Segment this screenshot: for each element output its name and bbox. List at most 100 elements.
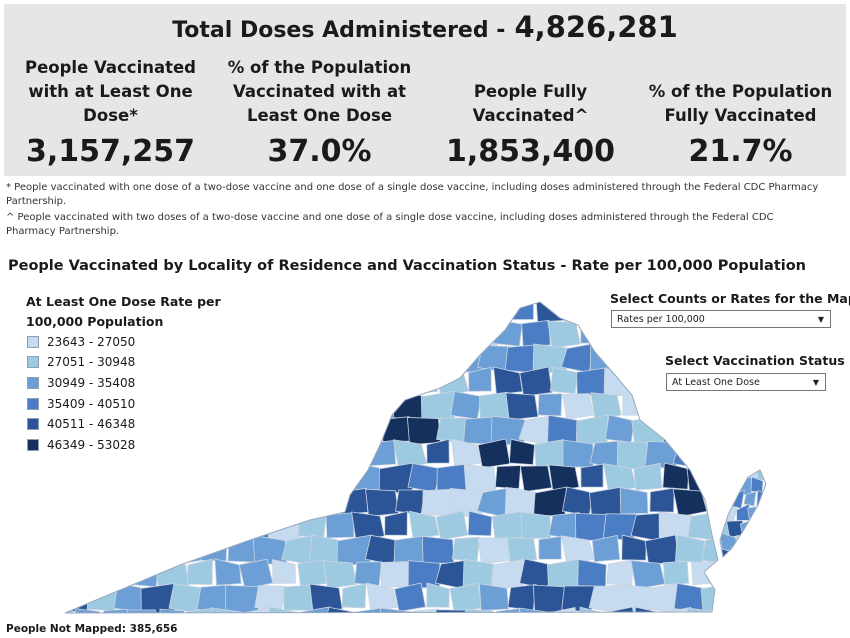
locality-region: [238, 414, 274, 446]
locality-region: [266, 513, 302, 542]
locality-region: [720, 470, 733, 482]
locality-region: [630, 368, 666, 398]
locality-region: [720, 503, 721, 520]
locality-region: [127, 510, 161, 541]
vaccination-status-dropdown[interactable]: At Least One Dose ▼: [666, 373, 826, 391]
locality-region: [253, 440, 287, 469]
locality-region: [463, 464, 497, 493]
legend-swatch: [27, 418, 39, 430]
locality-region: [703, 390, 718, 419]
locality-region: [435, 318, 469, 349]
locality-region: [533, 439, 567, 469]
locality-region: [423, 344, 453, 371]
locality-region: [562, 439, 594, 468]
locality-region: [183, 366, 217, 397]
locality-region: [396, 343, 424, 370]
locality-region: [145, 537, 171, 561]
locality-region: [630, 560, 666, 590]
locality-region: [692, 415, 716, 440]
counts-rates-dropdown[interactable]: Rates per 100,000 ▼: [611, 310, 831, 328]
locality-region: [519, 558, 553, 589]
kpi-label: % of the Population Fully Vaccinated: [648, 82, 833, 125]
locality-region: [364, 534, 400, 566]
locality-region: [257, 342, 283, 369]
locality-region: [241, 321, 271, 347]
locality-region: [714, 560, 718, 590]
locality-region: [392, 302, 428, 326]
locality-region: [229, 486, 255, 513]
locality-region: [322, 606, 358, 613]
locality-region: [154, 510, 190, 542]
locality-region: [449, 487, 483, 517]
locality-region: [74, 510, 102, 538]
locality-region: [690, 561, 718, 586]
locality-region: [266, 367, 302, 398]
people-not-mapped: People Not Mapped: 385,656: [6, 623, 178, 635]
locality-region: [65, 561, 78, 590]
locality-region: [383, 368, 409, 393]
locality-region: [451, 536, 481, 563]
locality-region: [394, 582, 426, 612]
locality-region: [270, 414, 298, 442]
locality-region: [606, 559, 634, 586]
locality-region: [576, 367, 608, 396]
locality-region: [99, 559, 133, 589]
locality-region: [618, 342, 650, 372]
locality-region: [548, 512, 580, 540]
locality-region: [239, 512, 273, 541]
locality-region: [701, 535, 718, 565]
locality-region: [354, 561, 382, 586]
locality-region: [465, 609, 495, 613]
locality-region: [407, 462, 441, 493]
locality-region: [294, 606, 330, 613]
locality-region: [269, 321, 299, 347]
locality-region: [384, 510, 408, 536]
vaccination-status-label: Select Vaccination Status: [665, 353, 845, 368]
locality-region: [425, 302, 451, 321]
locality-region: [336, 390, 372, 422]
locality-region: [714, 416, 718, 446]
locality-region: [649, 487, 675, 513]
kpi-value: 37.0%: [267, 134, 372, 169]
locality-region: [507, 583, 537, 611]
locality-region: [86, 582, 118, 612]
locality-region: [426, 438, 450, 464]
locality-region: [325, 512, 355, 539]
locality-region: [364, 343, 400, 374]
legend-swatch: [27, 336, 39, 348]
locality-region: [313, 487, 339, 513]
locality-region: [577, 558, 607, 587]
locality-region: [763, 476, 766, 494]
locality-region: [267, 606, 301, 613]
locality-region: [720, 491, 731, 509]
locality-region: [309, 583, 343, 613]
locality-region: [633, 462, 663, 491]
locality-region: [366, 582, 398, 612]
locality-region: [350, 607, 386, 613]
legend-label: 46349 - 53028: [47, 438, 136, 452]
locality-region: [34, 583, 59, 608]
locality-region: [644, 583, 680, 613]
locality-region: [32, 535, 60, 562]
locality-region: [589, 486, 623, 517]
locality-region: [506, 536, 538, 564]
locality-region: [322, 462, 358, 494]
locality-region: [741, 547, 759, 557]
locality-region: [743, 491, 757, 507]
locality-region: [561, 486, 595, 517]
locality-region: [760, 503, 766, 525]
locality-region: [410, 367, 438, 394]
locality-region: [112, 488, 148, 518]
locality-region: [224, 585, 260, 613]
kpi-fully-vaccinated-percent: % of the Population Fully Vaccinated 21.…: [638, 52, 843, 169]
locality-region: [283, 584, 313, 611]
locality-region: [210, 607, 246, 613]
caret-down-icon: ▼: [812, 378, 819, 387]
locality-region: [720, 506, 738, 523]
locality-region: [720, 477, 725, 496]
locality-region: [450, 391, 482, 420]
locality-region: [74, 608, 102, 613]
locality-region: [224, 302, 260, 326]
footnote-one-dose: * People vaccinated with one dose of a t…: [6, 182, 819, 207]
locality-region: [29, 489, 63, 517]
